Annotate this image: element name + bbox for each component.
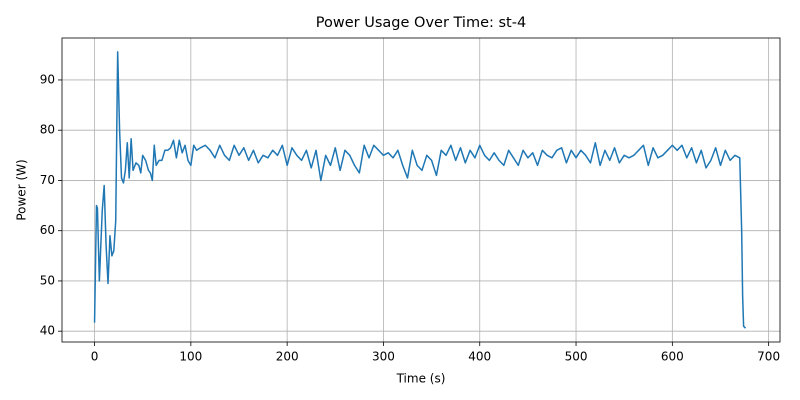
x-tick-label: 300: [372, 350, 395, 364]
data-line: [93, 51, 747, 329]
plot-frame: [61, 37, 781, 343]
chart-title: Power Usage Over Time: st-4: [316, 15, 526, 31]
x-tick-label: 200: [276, 350, 299, 364]
x-tick-label: 100: [179, 350, 202, 364]
x-axis-label: Time (s): [396, 372, 446, 386]
y-tick-label: 60: [40, 223, 55, 237]
x-tick-label: 400: [468, 350, 491, 364]
y-tick-label: 50: [40, 273, 55, 287]
x-tick-label: 600: [661, 350, 684, 364]
y-tick-label: 70: [40, 173, 55, 187]
x-tick-label: 500: [565, 350, 588, 364]
x-tick-label: 700: [757, 350, 780, 364]
y-tick-label: 40: [40, 324, 55, 338]
y-tick-label: 90: [40, 72, 55, 86]
y-axis-label: Power (W): [15, 159, 29, 220]
x-tick-label: 0: [91, 350, 99, 364]
y-tick-label: 80: [40, 123, 55, 137]
